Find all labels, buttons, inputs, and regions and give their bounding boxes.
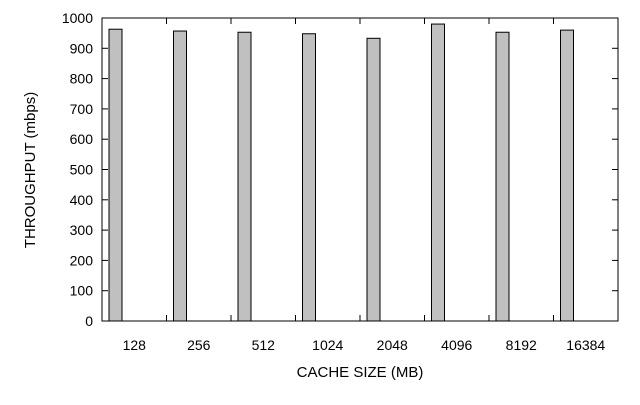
y-tick-label: 1000	[62, 10, 93, 26]
bar-128	[108, 28, 123, 322]
y-tick-label: 800	[70, 71, 94, 87]
x-tick-label-16384: 16384	[566, 337, 605, 353]
x-tick-label-256: 256	[187, 337, 211, 353]
y-tick-label: 600	[70, 131, 94, 147]
bars	[108, 23, 574, 322]
y-tick-label: 400	[70, 192, 94, 208]
bar-2048	[366, 37, 381, 322]
x-tick-label-128: 128	[123, 337, 147, 353]
x-tick-labels: 128 256 512 1024 2048 4096 8192 16384	[123, 337, 606, 353]
bar-512	[237, 31, 252, 322]
y-axis-title: THROUGHPUT (mbps)	[22, 92, 39, 248]
y-tick-label: 0	[85, 313, 93, 329]
y-tick-label: 100	[70, 283, 94, 299]
x-tick-label-2048: 2048	[377, 337, 408, 353]
x-tick-label-512: 512	[252, 337, 276, 353]
y-tick-label: 200	[70, 252, 94, 268]
bar-16384	[560, 29, 574, 322]
x-tick-label-4096: 4096	[441, 337, 472, 353]
bar-4096	[431, 23, 445, 322]
x-tick-label-1024: 1024	[312, 337, 343, 353]
y-tick-label: 700	[70, 101, 94, 117]
y-tick-label: 500	[70, 162, 94, 178]
bar-256	[173, 30, 187, 322]
x-tick-label-8192: 8192	[506, 337, 537, 353]
y-tick-labels: 0 100 200 300 400 500 600 700 800 900 1000	[62, 10, 93, 329]
bar-1024	[302, 33, 316, 322]
y-tick-label: 900	[70, 40, 94, 56]
x-axis-title: CACHE SIZE (MB)	[297, 364, 424, 381]
axis-ticks	[101, 17, 619, 322]
y-tick-label: 300	[70, 222, 94, 238]
bar-8192	[495, 31, 510, 322]
